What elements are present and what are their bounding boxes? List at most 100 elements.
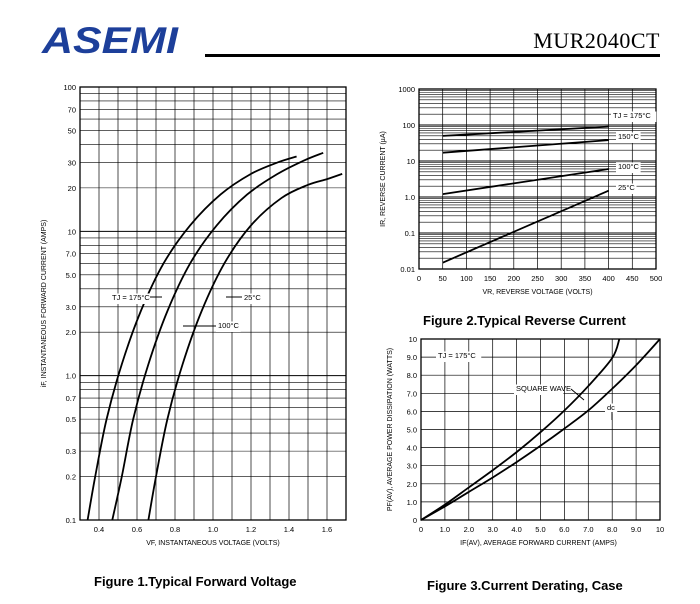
series-line-1 [111, 151, 324, 521]
x-tick-label: 200 [508, 274, 521, 283]
logo-text: ASEMI [41, 20, 179, 58]
annotation-bg [216, 321, 241, 332]
y-tick-label: 0.7 [66, 394, 76, 403]
series-line-2 [147, 173, 343, 521]
x-tick-label: 500 [650, 274, 663, 283]
x-axis-label: VR, REVERSE VOLTAGE (VOLTS) [482, 289, 592, 296]
y-tick-label: 10 [407, 157, 415, 166]
y-tick-label: 9.0 [407, 353, 417, 362]
y-tick-label: 3.0 [66, 303, 76, 312]
plot-frame [79, 86, 347, 521]
annotation-label: 25°C [244, 293, 261, 302]
x-tick-label: 0 [417, 274, 421, 283]
y-tick-label: 1.0 [407, 498, 417, 507]
y-tick-label: 2.0 [66, 328, 76, 337]
header-rule [205, 54, 660, 57]
x-tick-label: 1.2 [246, 525, 256, 534]
x-tick-label: 3.0 [487, 525, 497, 534]
annotation-label: 25°C [618, 183, 635, 192]
y-tick-label: 70 [68, 105, 76, 114]
figure-2-caption: Figure 2.Typical Reverse Current [423, 313, 626, 328]
y-axis-label: PF(AV), AVERAGE POWER DISSIPATION (WATTS… [387, 348, 394, 511]
x-tick-label: 0.8 [170, 525, 180, 534]
y-tick-label: 0.3 [66, 447, 76, 456]
annotation-label: 100°C [218, 321, 240, 330]
x-tick-label: 10 [656, 525, 664, 534]
x-tick-label: 350 [579, 274, 592, 283]
series-line-0 [86, 155, 297, 521]
x-tick-label: 100 [460, 274, 473, 283]
annotation-label: 100°C [618, 162, 640, 171]
x-tick-label: 7.0 [583, 525, 593, 534]
series-line-3 [442, 189, 609, 264]
y-tick-label: 5.0 [407, 426, 417, 435]
y-tick-label: 1.0 [66, 372, 76, 381]
y-tick-label: 10 [409, 335, 417, 344]
series-line-1 [442, 139, 609, 154]
plot-frame [420, 338, 661, 521]
y-tick-label: 0.5 [66, 415, 76, 424]
y-tick-label: 5.0 [66, 271, 76, 280]
x-tick-label: 1.0 [208, 525, 218, 534]
y-tick-label: 1.0 [405, 193, 415, 202]
x-tick-label: 250 [531, 274, 544, 283]
x-tick-label: 9.0 [631, 525, 641, 534]
y-tick-label: 7.0 [407, 389, 417, 398]
x-axis-label: VF, INSTANTANEOUS VOLTAGE (VOLTS) [146, 540, 280, 547]
figure-3-caption: Figure 3.Current Derating, Case [427, 578, 623, 593]
annotation-bg [616, 183, 637, 194]
annotation-bg [616, 132, 641, 143]
annotation-label: dc [607, 403, 615, 412]
y-tick-label: 6.0 [407, 407, 417, 416]
annotation-bg [616, 162, 641, 173]
y-tick-label: 1000 [398, 85, 415, 94]
annotation-label: 150°C [618, 132, 640, 141]
x-tick-label: 450 [626, 274, 639, 283]
y-tick-label: 0.01 [400, 265, 415, 274]
x-tick-label: 4.0 [511, 525, 521, 534]
y-tick-label: 50 [68, 126, 76, 135]
x-tick-label: 1.0 [440, 525, 450, 534]
y-tick-label: 3.0 [407, 462, 417, 471]
x-tick-label: 400 [602, 274, 615, 283]
x-tick-label: 6.0 [559, 525, 569, 534]
series-line-0 [442, 125, 609, 137]
y-axis-label: IR, REVERSE CURRENT (µA) [380, 131, 387, 227]
y-tick-label: 8.0 [407, 371, 417, 380]
series-line-0 [420, 338, 621, 521]
x-tick-label: 150 [484, 274, 497, 283]
y-tick-label: 2.0 [407, 480, 417, 489]
annotation-bg [242, 293, 263, 304]
y-tick-label: 100 [402, 121, 415, 130]
x-tick-label: 2.0 [464, 525, 474, 534]
annotation-bg [605, 403, 618, 414]
x-tick-label: 1.6 [322, 525, 332, 534]
x-tick-label: 8.0 [607, 525, 617, 534]
y-tick-label: 0 [413, 516, 417, 525]
x-tick-label: 0 [419, 525, 423, 534]
annotation-label: TJ = 175°C [112, 293, 150, 302]
y-tick-label: 0.2 [66, 473, 76, 482]
annotation-label: TJ = 175°C [613, 111, 651, 120]
y-tick-label: 100 [63, 83, 76, 92]
x-tick-label: 0.4 [94, 525, 104, 534]
x-tick-label: 1.4 [284, 525, 294, 534]
x-tick-label: 0.6 [132, 525, 142, 534]
y-tick-label: 0.1 [405, 229, 415, 238]
x-tick-label: 50 [439, 274, 447, 283]
series-line-1 [420, 338, 661, 521]
y-tick-label: 20 [68, 184, 76, 193]
x-tick-label: 300 [555, 274, 568, 283]
annotation-bg [436, 351, 482, 362]
annotation-label: TJ = 175°C [438, 351, 476, 360]
figure-1-caption: Figure 1.Typical Forward Voltage [94, 574, 297, 589]
annotation-bg [611, 111, 657, 122]
annotation-bg [110, 293, 156, 304]
annotation-bg [514, 384, 564, 395]
y-tick-label: 30 [68, 158, 76, 167]
y-tick-label: 0.1 [66, 516, 76, 525]
plot-frame [418, 88, 657, 270]
